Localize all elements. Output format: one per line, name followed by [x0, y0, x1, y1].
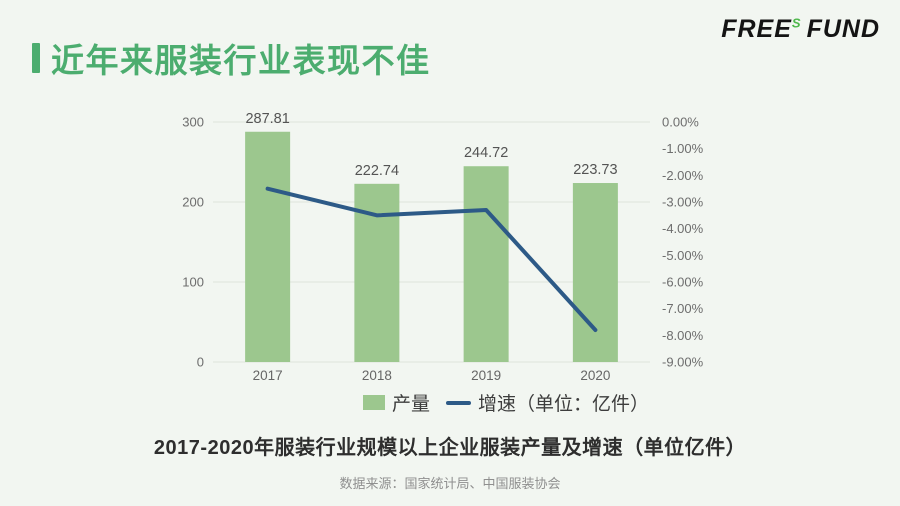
right-axis-tick-label: -4.00% [662, 221, 704, 236]
x-axis-label: 2019 [471, 368, 501, 383]
x-axis-label: 2018 [362, 368, 392, 383]
right-axis-tick-label: 0.00% [662, 115, 699, 130]
left-axis-tick-label: 200 [182, 195, 204, 210]
logo-superscript-s: S [791, 15, 802, 31]
right-axis-tick-label: -2.00% [662, 168, 704, 183]
right-axis-tick-label: -6.00% [662, 275, 704, 290]
chart-caption: 2017-2020年服装行业规模以上企业服装产量及增速（单位亿件） [153, 437, 747, 459]
right-axis-tick-label: -8.00% [662, 328, 704, 343]
left-axis-tick-label: 300 [182, 115, 204, 130]
right-axis-tick-label: -9.00% [662, 355, 704, 370]
page-title: 近年来服装行业表现不佳 [51, 42, 431, 79]
left-axis-tick-label: 0 [197, 355, 204, 370]
bar-2020 [572, 183, 618, 362]
bar-value-label: 244.72 [464, 145, 508, 161]
x-axis-label: 2020 [580, 368, 610, 383]
legend-production-swatch [363, 395, 385, 410]
legend-growth-swatch [446, 400, 472, 405]
bar-value-label: 287.81 [245, 111, 289, 127]
title-accent-bar [32, 43, 40, 73]
bar-2017 [245, 131, 291, 362]
growth-rate-line [265, 186, 598, 332]
left-axis-tick-label: 100 [182, 275, 204, 290]
slide-header: 近年来服装行业表现不佳 [32, 34, 431, 82]
chart-legend: 产量 增速（单位：亿件） [363, 389, 649, 416]
right-axis-tick-label: -5.00% [662, 248, 704, 263]
logo-text-fund: FUND [806, 15, 880, 43]
bar-value-label: 223.73 [573, 162, 617, 178]
right-axis-tick-label: -7.00% [662, 301, 704, 316]
legend-production-label: 产量 [392, 393, 431, 415]
brand-logo: FREES FUND [721, 15, 880, 44]
x-axis-label: 2017 [253, 368, 283, 383]
logo-text-free: FREE [721, 15, 792, 43]
bar-2019 [463, 166, 509, 362]
right-axis-tick-label: -1.00% [662, 141, 704, 156]
legend-growth-label: 增速（单位：亿件） [478, 393, 650, 415]
bar-value-label: 222.74 [355, 163, 399, 179]
right-axis-tick-label: -3.00% [662, 195, 704, 210]
data-source-note: 数据来源：国家统计局、中国服装协会 [339, 476, 561, 491]
